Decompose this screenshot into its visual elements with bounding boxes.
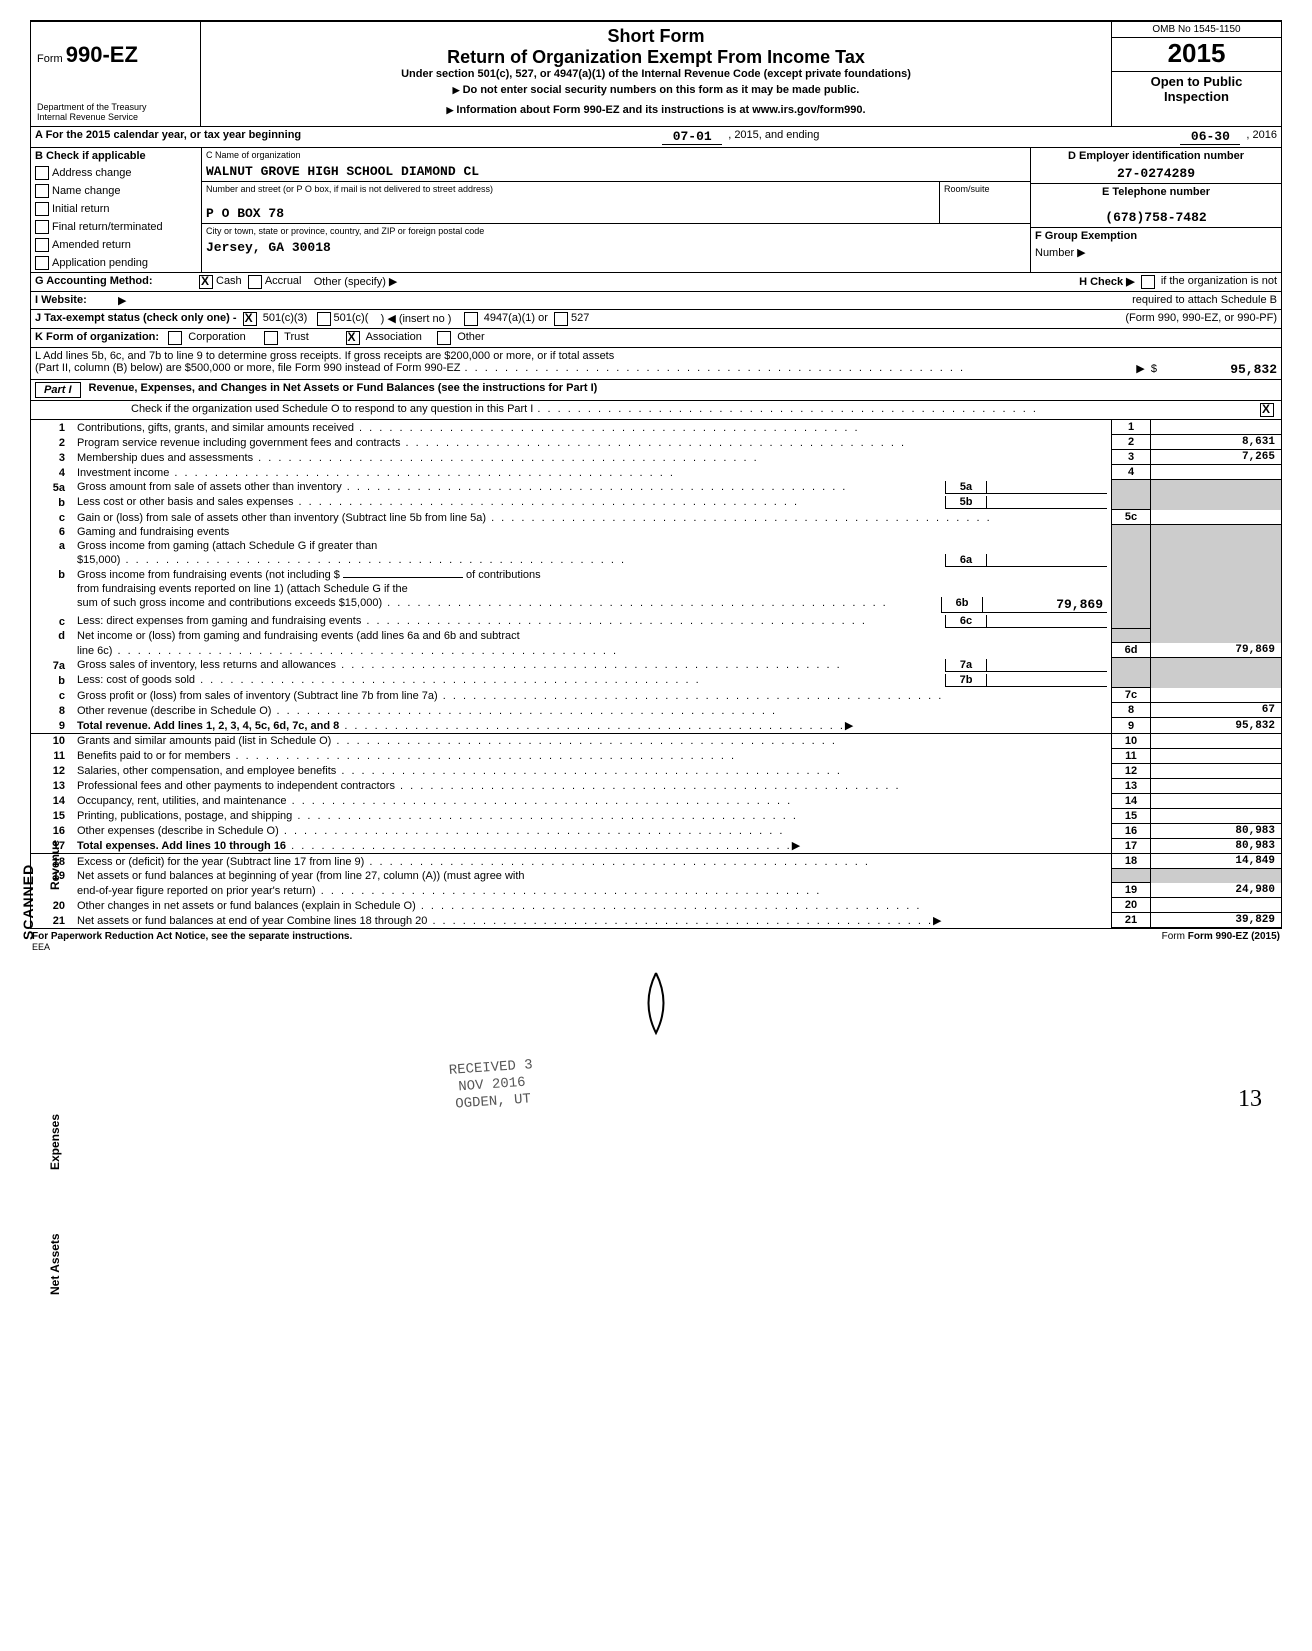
cb-initial-return[interactable]: Initial return <box>31 200 201 218</box>
lines-table: 1 Contributions, gifts, grants, and simi… <box>31 420 1281 928</box>
cb-501c3[interactable] <box>243 312 257 326</box>
row-a-period: A For the 2015 calendar year, or tax yea… <box>31 127 1281 148</box>
line-15: 15 Printing, publications, postage, and … <box>31 808 1281 823</box>
form-header: Form 990-EZ Department of the Treasury I… <box>31 22 1281 127</box>
line-7b: b Less: cost of goods sold 7b <box>31 673 1281 688</box>
room-label: Room/suite <box>940 182 1030 223</box>
cb-schedb[interactable] <box>1141 275 1155 289</box>
row-k: K Form of organization: Corporation Trus… <box>31 329 1281 348</box>
city: Jersey, GA 30018 <box>202 238 1030 257</box>
line-16: 16 Other expenses (describe in Schedule … <box>31 823 1281 838</box>
d-label: D Employer identification number <box>1031 148 1281 164</box>
line-5a: 5a Gross amount from sale of assets othe… <box>31 480 1281 495</box>
form-title: Return of Organization Exempt From Incom… <box>207 47 1105 68</box>
dept-treasury: Department of the Treasury <box>37 102 194 112</box>
f-number: Number ▶ <box>1031 244 1281 261</box>
b-label: B Check if applicable <box>31 148 201 164</box>
line-6c: c Less: direct expenses from gaming and … <box>31 614 1281 629</box>
cb-amended[interactable]: Amended return <box>31 236 201 254</box>
phone: (678)758-7482 <box>1031 200 1281 227</box>
short-form: Short Form <box>207 26 1105 47</box>
cb-schedo-part1[interactable] <box>1260 403 1274 417</box>
cb-trust[interactable] <box>264 331 278 345</box>
form-footer: For Paperwork Reduction Act Notice, see … <box>30 929 1282 953</box>
row-i: I Website: ▶ required to attach Schedule… <box>31 292 1281 310</box>
cb-final-return[interactable]: Final return/terminated <box>31 218 201 236</box>
part1-check: Check if the organization used Schedule … <box>31 401 1281 420</box>
cb-accrual[interactable] <box>248 275 262 289</box>
signature-area <box>30 963 1282 1046</box>
line-2: 2 Program service revenue including gove… <box>31 435 1281 450</box>
line-14: 14 Occupancy, rent, utilities, and maint… <box>31 793 1281 808</box>
line-5c: c Gain or (loss) from sale of assets oth… <box>31 510 1281 525</box>
line-6: 6 Gaming and fundraising events <box>31 525 1281 539</box>
received-stamp: RECEIVED 3 NOV 2016 OGDEN, UT <box>448 1057 535 1113</box>
line-20: 20 Other changes in net assets or fund b… <box>31 898 1281 913</box>
line-7a: 7a Gross sales of inventory, less return… <box>31 658 1281 673</box>
line-6b-1: b Gross income from fundraising events (… <box>31 568 1281 582</box>
note-info: Information about Form 990-EZ and its in… <box>207 104 1105 116</box>
open-public: Open to PublicInspection <box>1112 72 1281 106</box>
line-8: 8 Other revenue (describe in Schedule O)… <box>31 703 1281 718</box>
line-7c: c Gross profit or (loss) from sales of i… <box>31 688 1281 703</box>
line-6d-2: line 6c) 6d 79,869 <box>31 643 1281 658</box>
scanned-stamp: SCANNED <box>20 864 36 940</box>
netassets-label: Net Assets <box>48 1233 62 1295</box>
expenses-label: Expenses <box>48 1114 62 1170</box>
part1-header: Part I Revenue, Expenses, and Changes in… <box>31 379 1281 401</box>
line-1: 1 Contributions, gifts, grants, and simi… <box>31 420 1281 435</box>
line-13: 13 Professional fees and other payments … <box>31 778 1281 793</box>
cb-app-pending[interactable]: Application pending <box>31 254 201 272</box>
page-number: 13 <box>30 1086 1282 1113</box>
note-ssn: Do not enter social security numbers on … <box>207 84 1105 96</box>
form-year: 2015 <box>1112 38 1281 72</box>
line-6a-2: $15,000) 6a <box>31 553 1281 568</box>
line-10: 10 Grants and similar amounts paid (list… <box>31 733 1281 748</box>
cb-other[interactable] <box>437 331 451 345</box>
gross-receipts: 95,832 <box>1157 362 1277 377</box>
line-17: 17 Total expenses. Add lines 10 through … <box>31 838 1281 854</box>
line-12: 12 Salaries, other compensation, and emp… <box>31 763 1281 778</box>
row-l: L Add lines 5b, 6c, and 7b to line 9 to … <box>31 348 1281 379</box>
line-9: 9 Total revenue. Add lines 1, 2, 3, 4, 5… <box>31 718 1281 734</box>
line-4: 4 Investment income 4 <box>31 465 1281 480</box>
line-19-1: 19 Net assets or fund balances at beginn… <box>31 869 1281 883</box>
cb-name-change[interactable]: Name change <box>31 182 201 200</box>
e-label: E Telephone number <box>1031 184 1281 200</box>
cb-assoc[interactable] <box>346 331 360 345</box>
ein: 27-0274289 <box>1031 164 1281 183</box>
form-990ez: Form 990-EZ Department of the Treasury I… <box>30 20 1282 929</box>
cb-501c[interactable] <box>317 312 331 326</box>
line-3: 3 Membership dues and assessments 3 7,26… <box>31 450 1281 465</box>
street-label: Number and street (or P O box, if mail i… <box>202 182 939 196</box>
revenue-label: Revenue <box>48 840 62 890</box>
city-label: City or town, state or province, country… <box>202 224 1030 238</box>
signature-icon <box>626 963 686 1043</box>
org-name: WALNUT GROVE HIGH SCHOOL DIAMOND CL <box>202 162 1030 181</box>
cb-cash[interactable] <box>199 275 213 289</box>
cb-address-change[interactable]: Address change <box>31 164 201 182</box>
form-subtitle: Under section 501(c), 527, or 4947(a)(1)… <box>207 68 1105 80</box>
line-6a-1: a Gross income from gaming (attach Sched… <box>31 539 1281 553</box>
cb-527[interactable] <box>554 312 568 326</box>
street: P O BOX 78 <box>202 196 939 223</box>
cb-4947[interactable] <box>464 312 478 326</box>
line-19-2: end-of-year figure reported on prior yea… <box>31 883 1281 898</box>
form-number: Form 990-EZ <box>37 42 194 68</box>
header-blocks: B Check if applicable Address change Nam… <box>31 148 1281 273</box>
f-label: F Group Exemption <box>1031 228 1281 244</box>
line-18: 18 Excess or (deficit) for the year (Sub… <box>31 854 1281 869</box>
line-6b-2: from fundraising events reported on line… <box>31 582 1281 596</box>
irs: Internal Revenue Service <box>37 112 194 122</box>
omb-number: OMB No 1545-1150 <box>1112 22 1281 38</box>
row-g-h: G Accounting Method: Cash Accrual Other … <box>31 273 1281 292</box>
c-label: C Name of organization <box>202 148 1030 162</box>
row-j: J Tax-exempt status (check only one) - 5… <box>31 310 1281 329</box>
line-11: 11 Benefits paid to or for members 11 <box>31 748 1281 763</box>
line-5b: b Less cost or other basis and sales exp… <box>31 495 1281 510</box>
line-6b-3: sum of such gross income and contributio… <box>31 596 1281 614</box>
cb-corp[interactable] <box>168 331 182 345</box>
line-21: 21 Net assets or fund balances at end of… <box>31 913 1281 928</box>
line-6d-1: d Net income or (loss) from gaming and f… <box>31 629 1281 643</box>
